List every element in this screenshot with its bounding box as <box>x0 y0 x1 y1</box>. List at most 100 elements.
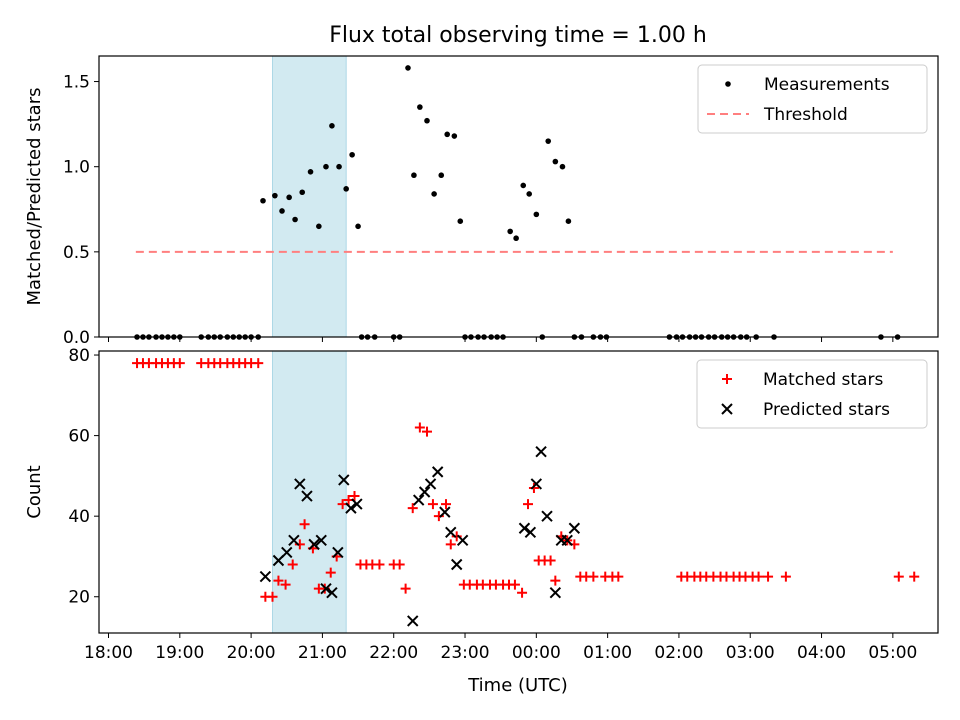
x-tick-label: 05:00 <box>868 643 917 663</box>
x-tick-label: 21:00 <box>298 643 347 663</box>
measurement-point <box>405 65 411 71</box>
measurement-point <box>520 182 527 189</box>
matched-star-marker <box>280 579 291 590</box>
legend-label: Matched stars <box>763 370 883 390</box>
measurement-point <box>307 169 314 175</box>
legend-label: Measurements <box>764 75 890 95</box>
axes-frame <box>98 55 939 338</box>
predicted-star-marker <box>345 502 357 514</box>
predicted-star-marker <box>301 490 313 502</box>
measurement-point <box>457 218 464 224</box>
matched-star-marker <box>909 571 920 582</box>
matched-star-marker <box>267 591 278 602</box>
matched-star-marker <box>523 499 534 510</box>
predicted-star-marker <box>561 534 573 547</box>
matched-star-marker <box>433 511 444 522</box>
observing-span <box>272 55 347 338</box>
y-axis-label: Matched/Predicted stars <box>24 88 45 306</box>
measurement-point <box>323 163 329 170</box>
legend-box <box>697 64 928 134</box>
matched-star-marker <box>588 571 599 582</box>
measurement-point <box>552 158 559 165</box>
matched-star-marker <box>421 426 432 437</box>
measurement-point <box>431 191 437 197</box>
x-tick-label: 00:00 <box>512 643 561 663</box>
legend-label: Predicted stars <box>763 400 890 420</box>
matched-star-marker <box>441 499 452 510</box>
matched-star-marker <box>509 579 520 590</box>
measurement-point <box>299 189 306 196</box>
measurement-point <box>507 228 513 235</box>
measurement-point <box>451 133 458 139</box>
matched-star-marker <box>550 575 561 586</box>
x-tick-label: 20:00 <box>227 643 276 663</box>
predicted-star-marker <box>518 522 531 534</box>
predicted-star-marker <box>308 538 320 551</box>
y-axis-label: Count <box>24 465 45 518</box>
predicted-star-marker <box>568 522 581 534</box>
measurement-point <box>565 218 572 224</box>
matched-star-marker <box>414 422 425 433</box>
legend-matched-marker <box>722 374 732 384</box>
matched-star-marker <box>325 567 336 578</box>
matched-star-marker <box>407 503 418 514</box>
measurement-point <box>336 163 342 170</box>
y-tick-label: 20 <box>68 588 90 608</box>
predicted-star-marker <box>535 446 547 458</box>
x-tick-label: 02:00 <box>654 643 703 663</box>
predicted-star-marker <box>456 534 469 547</box>
measurement-point <box>272 192 278 199</box>
predicted-star-marker <box>424 478 437 490</box>
measurement-point <box>444 131 450 138</box>
x-axis-label: Time (UTC) <box>467 675 568 696</box>
predicted-star-marker <box>326 587 338 599</box>
measurement-point <box>424 117 430 124</box>
predicted-star-marker <box>332 546 344 559</box>
measurement-point <box>260 197 266 204</box>
matched-star-marker <box>427 499 438 510</box>
matched-star-marker <box>273 575 284 586</box>
matched-star-marker <box>294 539 305 550</box>
measurement-point <box>349 151 355 158</box>
y-tick-label: 0.5 <box>63 243 90 263</box>
matched-star-marker <box>613 571 624 582</box>
matched-star-marker <box>780 571 791 582</box>
x-tick-label: 01:00 <box>583 643 632 663</box>
matched-star-marker <box>253 358 264 369</box>
predicted-star-marker <box>351 498 363 510</box>
measurement-point <box>286 194 292 201</box>
predicted-star-marker <box>530 478 543 490</box>
legend: Measurements Threshold <box>697 64 928 134</box>
measurement-point <box>438 172 445 179</box>
measurement-point <box>526 191 532 197</box>
predicted-star-marker <box>445 526 457 538</box>
x-tick-label: 22:00 <box>369 643 418 663</box>
x-tick-label: 03:00 <box>726 643 775 663</box>
predicted-star-marker <box>418 486 431 498</box>
measurement-point <box>292 216 298 223</box>
matched-star-marker <box>394 559 405 570</box>
y-tick-label: 40 <box>68 507 90 527</box>
measurement-point <box>417 104 423 110</box>
predicted-star-marker <box>541 510 553 522</box>
measurement-point <box>355 223 361 230</box>
matched-star-marker <box>517 587 528 598</box>
measurement-point <box>559 163 566 170</box>
matched-star-marker <box>763 571 774 582</box>
x-tick-label: 04:00 <box>797 643 846 663</box>
measurement-point <box>343 186 349 192</box>
matched-star-marker <box>451 531 462 542</box>
predicted-star-marker <box>412 494 425 506</box>
predicted-star-marker <box>288 534 300 547</box>
x-tick-label: 18:00 <box>84 643 133 663</box>
predicted-star-marker <box>315 534 327 547</box>
y-tick-label: 60 <box>68 427 90 447</box>
legend-label: Threshold <box>763 105 848 125</box>
y-tick-label: 80 <box>68 346 90 366</box>
measurement-point <box>513 235 519 242</box>
predicted-star-marker <box>294 478 306 490</box>
matched-star-marker <box>528 482 539 493</box>
predicted-star-marker <box>549 587 562 599</box>
predicted-star-marker <box>450 558 463 571</box>
